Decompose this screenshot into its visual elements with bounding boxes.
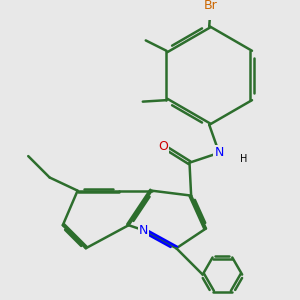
Text: Br: Br bbox=[204, 0, 218, 12]
Text: H: H bbox=[240, 154, 247, 164]
Text: N: N bbox=[214, 146, 224, 159]
Text: N: N bbox=[139, 224, 148, 237]
Text: O: O bbox=[158, 140, 168, 153]
